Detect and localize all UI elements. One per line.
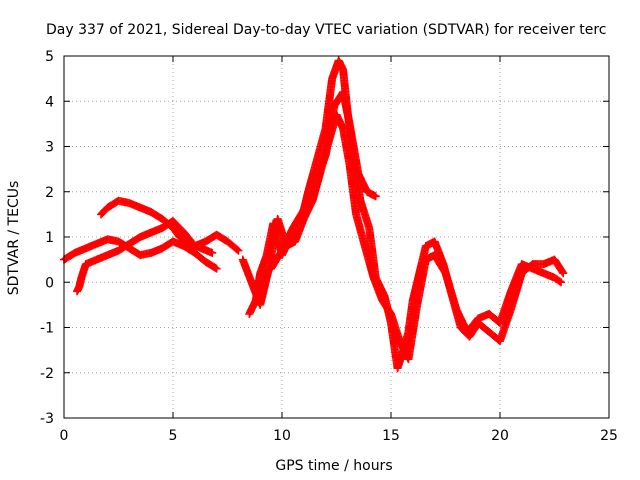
- series-trace-d: [245, 56, 568, 373]
- x-tick-label: 5: [169, 428, 178, 444]
- series-trace-a: [60, 235, 221, 273]
- x-axis-label: GPS time / hours: [275, 458, 392, 474]
- data-point: [559, 269, 568, 278]
- x-tick-label: 0: [60, 428, 69, 444]
- y-tick-label: 2: [45, 185, 54, 201]
- data-point: [557, 278, 566, 287]
- y-tick-label: 1: [45, 230, 54, 246]
- axis-ticks: 0 5 10 15 20 25 -3 -2 -1 0 1 2 3 4 5: [40, 49, 618, 444]
- series-trace-e: [238, 110, 566, 364]
- series-trace-b: [73, 217, 243, 296]
- x-tick-label: 20: [491, 428, 509, 444]
- data-point: [555, 277, 564, 286]
- data-points: [60, 56, 568, 373]
- series-trace-f: [267, 88, 380, 273]
- y-tick-label: -2: [40, 366, 54, 382]
- chart-title: Day 337 of 2021, Sidereal Day-to-day VTE…: [46, 22, 606, 38]
- data-point: [371, 192, 380, 201]
- data-point: [234, 246, 243, 255]
- y-tick-label: 3: [45, 140, 54, 156]
- y-tick-label: 4: [45, 94, 54, 110]
- y-tick-label: -1: [40, 321, 54, 337]
- y-axis-label: SDTVAR / TECUs: [6, 181, 22, 296]
- x-tick-label: 10: [273, 428, 291, 444]
- data-point: [233, 245, 242, 254]
- x-tick-label: 15: [382, 428, 400, 444]
- y-tick-label: 5: [45, 49, 54, 65]
- y-tick-label: -3: [40, 411, 54, 427]
- data-point: [212, 264, 221, 273]
- series-trace-c: [97, 196, 217, 257]
- y-tick-label: 0: [45, 275, 54, 291]
- x-tick-label: 25: [600, 428, 618, 444]
- data-point: [208, 248, 217, 257]
